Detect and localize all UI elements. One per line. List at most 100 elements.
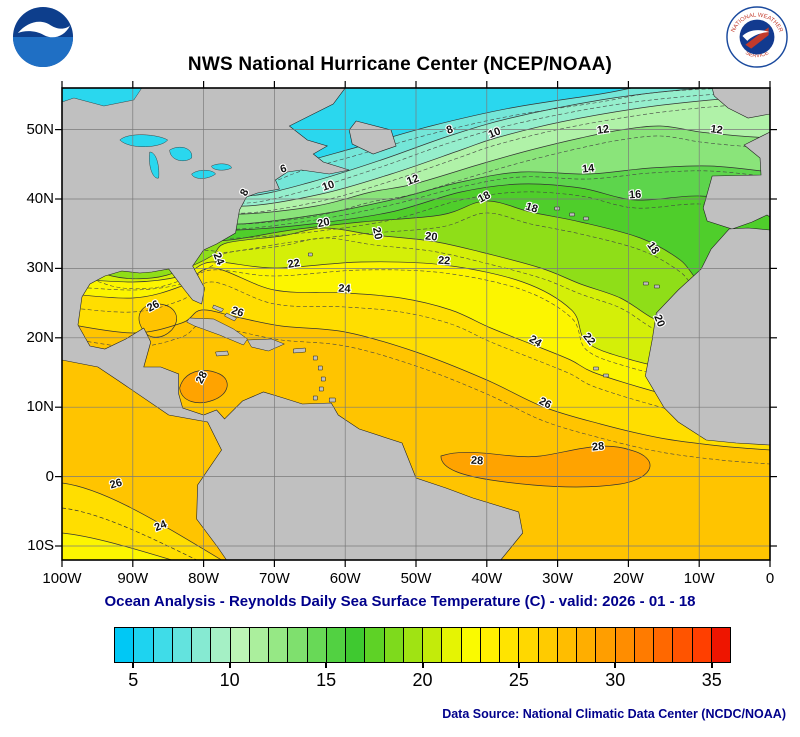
contour-label: 12 <box>710 123 724 137</box>
patch-outline-pacific-cool-26 <box>62 482 222 560</box>
colorbar-cell <box>538 628 558 662</box>
island <box>212 304 224 313</box>
isotherm-dashed-21 <box>62 237 770 351</box>
island <box>308 252 313 257</box>
colorbar-cell <box>634 628 654 662</box>
nws-logo-graphic: NATIONAL WEATHER SERVICE <box>726 6 788 68</box>
land-africa <box>645 227 770 446</box>
colorbar-tick-label: 25 <box>508 670 529 690</box>
data-source: Data Source: National Climatic Data Cent… <box>442 707 786 721</box>
noaa-logo <box>12 6 74 68</box>
noaa-logo-sea <box>12 37 74 68</box>
colorbar-tick <box>228 663 231 668</box>
colorbar-cell <box>403 628 423 662</box>
colorbar-cell <box>615 628 635 662</box>
contour-label: 22 <box>438 255 451 268</box>
y-axis-label: 10S <box>27 537 54 554</box>
colorbar-cell <box>172 628 192 662</box>
patch-outline-pacific-dash-25 <box>62 507 197 560</box>
colorbar-tick-label: 20 <box>412 670 433 690</box>
patch-gulf-of-mexico-26 <box>138 303 177 338</box>
colorbar-tick <box>710 663 713 668</box>
colorbar-cell <box>577 628 597 662</box>
map-container: 6 8 8 10 10 12 12 12 14 16 18 18 18 20 20 20 20 22 22 22 24 2… <box>55 81 777 567</box>
colorbar-cell <box>500 628 520 662</box>
colorbar-cell <box>269 628 289 662</box>
contour-label: 20 <box>316 216 330 230</box>
contour-label: 28 <box>591 440 604 453</box>
colorbar-tick <box>421 663 424 668</box>
contour-label: 28 <box>471 455 484 468</box>
contour-label: 10 <box>487 125 503 141</box>
contour-label: 16 <box>629 189 642 202</box>
colorbar-cell <box>192 628 212 662</box>
isotherm-26 <box>62 309 770 451</box>
x-axis-label: 40W <box>471 570 503 587</box>
contour-label: 22 <box>287 257 301 271</box>
y-axis-label: 20N <box>26 328 54 346</box>
map-caption: Ocean Analysis - Reynolds Daily Sea Surf… <box>104 593 696 610</box>
contour-label: 24 <box>338 283 352 296</box>
lake-lake-ontario <box>211 163 232 171</box>
patch-outline-equatorial-28 <box>440 445 651 488</box>
contour-label: 10 <box>321 179 336 194</box>
contour-label: 20 <box>425 230 438 243</box>
y-axis-label: 30N <box>26 259 54 277</box>
colorbar-tick <box>132 663 135 668</box>
colorbar-cell <box>557 628 577 662</box>
colorbar-cell <box>654 628 674 662</box>
x-axis-label: 90W <box>117 570 149 587</box>
contour-label: 26 <box>230 305 245 320</box>
island <box>224 312 237 322</box>
colorbar-cell <box>249 628 269 662</box>
colorbar <box>114 627 731 663</box>
colorbar-cell <box>153 628 173 662</box>
lake-hudson-bay <box>62 88 143 107</box>
y-axis-label: 0 <box>45 467 54 485</box>
colorbar-cell <box>288 628 308 662</box>
island <box>321 376 326 382</box>
contour-label: 20 <box>651 313 667 329</box>
colorbar-tick-label: 10 <box>219 670 240 690</box>
colorbar-tick <box>517 663 520 668</box>
x-axis-label: 70W <box>258 570 290 587</box>
isotherm-dashed-11 <box>62 102 770 214</box>
island <box>186 317 248 346</box>
lake-lake-michigan <box>149 151 160 179</box>
x-axis-label: 30W <box>542 570 574 587</box>
isotherm-12 <box>62 125 770 215</box>
x-axis-label: 100W <box>42 570 82 587</box>
x-axis-label: 10W <box>683 570 715 587</box>
y-axis-label: 50N <box>26 120 54 138</box>
isotherm-dashed-9 <box>62 90 770 204</box>
island <box>554 206 560 211</box>
island <box>313 355 318 361</box>
colorbar-cell <box>134 628 154 662</box>
colorbar-cell <box>211 628 231 662</box>
island <box>569 212 575 217</box>
island <box>583 216 589 221</box>
island <box>318 365 323 371</box>
island <box>247 338 286 352</box>
isotherm-dashed-13 <box>62 135 770 225</box>
land-iberia-france <box>702 131 770 230</box>
patch-outline-caribbean-28 <box>179 370 228 403</box>
colorbar-cell <box>673 628 693 662</box>
contour-label: 14 <box>582 162 596 175</box>
contour-label: 18 <box>524 201 539 216</box>
isotherm-dashed-15 <box>62 170 770 230</box>
x-axis-label: 50W <box>400 570 432 587</box>
colorbar-cell <box>307 628 327 662</box>
colorbar-tick-label: 30 <box>605 670 626 690</box>
nws-ring-text-bottom: SERVICE <box>744 50 770 59</box>
contour-label: 12 <box>405 172 421 187</box>
contour-label: 12 <box>596 123 610 137</box>
colorbar-cell <box>365 628 385 662</box>
contour-label: 20 <box>370 226 384 240</box>
land-americas <box>62 88 524 560</box>
noaa-gull-icon <box>17 21 71 38</box>
island <box>293 347 306 354</box>
y-axis-label: 10N <box>26 398 54 416</box>
colorbar-tick <box>325 663 328 668</box>
land-uk-ireland <box>711 88 770 119</box>
